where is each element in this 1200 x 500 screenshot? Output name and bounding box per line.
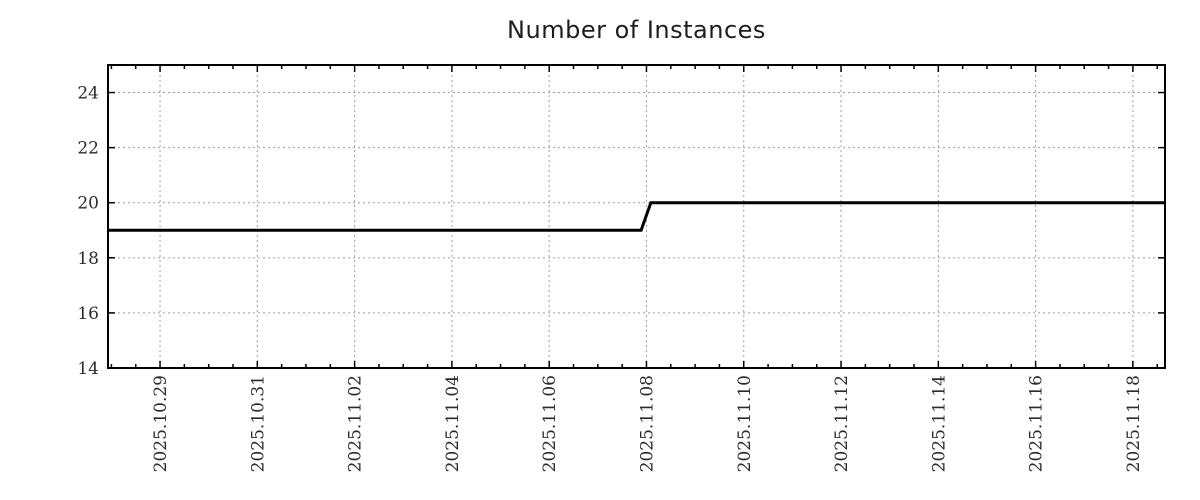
- x-tick-label: 2025.11.10: [735, 375, 755, 472]
- y-tick-label: 18: [77, 249, 99, 269]
- x-tick-label: 2025.11.02: [346, 375, 366, 472]
- chart-title: Number of Instances: [507, 16, 766, 44]
- y-tick-label: 22: [77, 139, 99, 159]
- y-tick-label: 24: [77, 84, 99, 104]
- x-tick-label: 2025.10.29: [151, 375, 171, 472]
- x-tick-label: 2025.11.04: [443, 375, 463, 472]
- y-tick-label: 14: [77, 359, 99, 379]
- series-line-instances: [108, 201, 1165, 232]
- x-tick-label: 2025.11.08: [637, 375, 657, 472]
- x-tick-label: 2025.11.16: [1027, 375, 1047, 472]
- x-tick-label: 2025.11.14: [929, 375, 949, 472]
- x-tick-label: 2025.11.18: [1124, 375, 1144, 472]
- y-tick-label: 20: [77, 194, 99, 214]
- x-tick-label: 2025.11.06: [540, 375, 560, 472]
- plot-border: [107, 64, 1166, 369]
- y-tick-label: 16: [77, 304, 99, 324]
- x-tick-label: 2025.10.31: [248, 375, 268, 472]
- x-tick-label: 2025.11.12: [832, 375, 852, 472]
